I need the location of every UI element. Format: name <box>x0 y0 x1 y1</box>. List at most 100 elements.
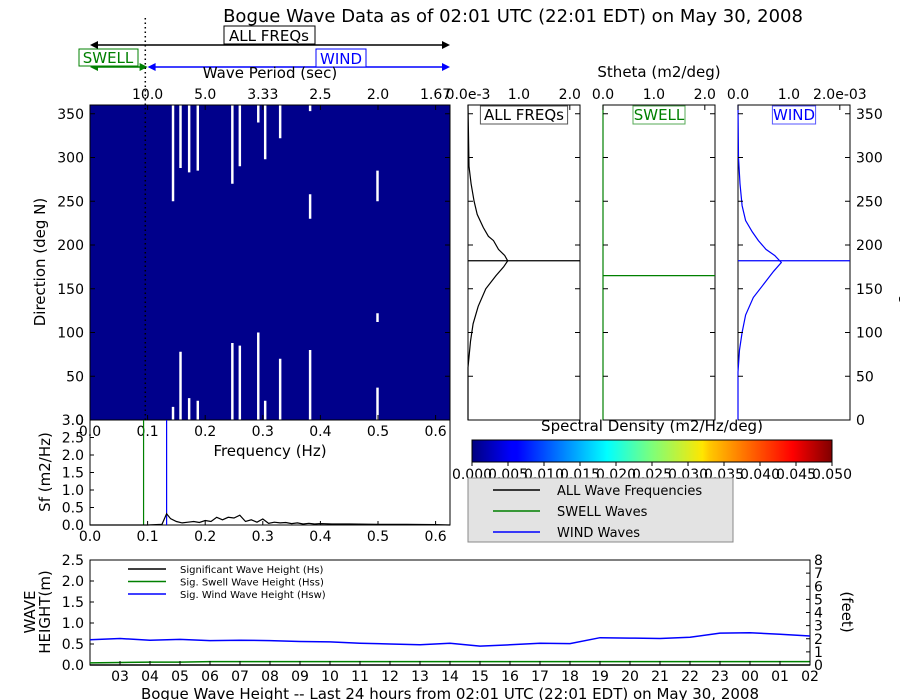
hour-tick-label: 02 <box>801 669 819 685</box>
wind-label-box <box>315 48 367 68</box>
directional-spectrum-panel: 0 50 100 150 200 250 300 350 10.0 5.0 3.33 2.5 2.0 1.… <box>31 18 451 460</box>
heatmap-nodata-bin <box>376 387 379 420</box>
heatmap-nodata-bin <box>171 406 175 420</box>
period-tick-label: 10.0 <box>132 87 163 103</box>
stheta_all-x-tick-label: 0.0e-3 <box>446 87 491 103</box>
feet-axis-label: (feet) <box>838 591 856 632</box>
legend-label: SWELL Waves <box>557 505 648 520</box>
right-direction-tick-label: 100 <box>856 326 883 342</box>
wind-arrow-head-left <box>147 63 156 71</box>
hour-tick-label: 23 <box>711 669 729 685</box>
height-legend-label: Sig. Swell Wave Height (Hss) <box>180 578 324 589</box>
height-legend-label: Significant Wave Height (Hs) <box>180 565 323 576</box>
spectrum-x-tick-label: 0.2 <box>194 529 216 545</box>
feet-tick-label: 1 <box>814 645 823 661</box>
heatmap-x-tick-label: 0.6 <box>424 424 446 440</box>
stheta_all-curve <box>467 104 509 420</box>
period-tick-label: 1.67 <box>420 87 451 103</box>
stheta_wind-curve <box>737 104 783 420</box>
hour-tick-label: 00 <box>741 669 759 685</box>
feet-tick-label: 7 <box>814 566 823 582</box>
heatmap-nodata-bin <box>263 400 267 420</box>
hour-tick-label: 14 <box>441 669 459 685</box>
spectrum-y-tick-label: 3.0 <box>62 413 84 429</box>
frequency-band-arrows: ALL FREQs WIND SWELL <box>78 25 450 71</box>
colorbar-tick-label: 0.050 <box>812 467 852 483</box>
hour-tick-label: 11 <box>351 669 369 685</box>
height-y-tick-label: 0.5 <box>62 637 84 653</box>
heatmap-nodata-bin <box>238 345 242 420</box>
stheta_wind-x-tick-label: 1.0 <box>778 87 800 103</box>
heatmap-nodata-bin <box>179 105 182 168</box>
stheta_wind-frame <box>737 104 851 421</box>
frequency-spectrum-panel: 0.00.51.01.52.02.53.00.0 0.1 0.2 0.3 0.4 0.5 0… <box>36 413 451 545</box>
hour-tick-label: 06 <box>201 669 219 685</box>
spectrum-y-axis-label: Sf (m2/Hz) <box>36 432 54 512</box>
stheta_swell-x-tick-label: 2.0 <box>694 87 716 103</box>
hour-tick-label: 18 <box>561 669 579 685</box>
heatmap-nodata-bin <box>187 105 191 173</box>
spectrum-x-tick-label: 0.1 <box>136 529 158 545</box>
heatmap-nodata-bin <box>187 398 191 420</box>
feet-tick-label: 0 <box>814 658 823 674</box>
hour-tick-label: 05 <box>171 669 189 685</box>
period-tick-label: 5.0 <box>194 87 216 103</box>
heatmap-nodata-bin <box>263 105 267 160</box>
stheta_all-label: ALL FREQs <box>484 106 564 124</box>
feet-tick-label: 4 <box>814 606 823 622</box>
all-freq-label-box <box>223 25 316 45</box>
spectrum-y-tick-label: 2.5 <box>62 431 84 447</box>
right-direction-tick-label: 300 <box>856 151 883 167</box>
hour-tick-label: 22 <box>681 669 699 685</box>
heatmap-y-tick-label: 50 <box>66 369 84 385</box>
spectrum-x-tick-label: 0.5 <box>367 529 389 545</box>
stheta_swell-label-box <box>632 105 686 125</box>
stheta_swell-x-tick-label: 1.0 <box>643 87 665 103</box>
right-direction-axis-label: Direction (deg N) <box>898 198 900 327</box>
frequency-axis-label: Frequency (Hz) <box>213 442 326 460</box>
hour-tick-label: 17 <box>531 669 549 685</box>
stheta_wind-x-tick-label: 2.0e-03 <box>813 87 867 103</box>
hour-tick-label: 21 <box>651 669 669 685</box>
right-direction-tick-label: 150 <box>856 282 883 298</box>
feet-tick-label: 5 <box>814 592 823 608</box>
heatmap-nodata-bin <box>238 105 242 167</box>
hour-tick-label: 13 <box>411 669 429 685</box>
all-freq-label: ALL FREQs <box>229 27 309 45</box>
heatmap-nodata-bin <box>278 358 282 420</box>
spectrum-y-tick-label: 1.0 <box>62 483 84 499</box>
spectrum-y-tick-label: 0.5 <box>62 501 84 517</box>
heatmap-x-tick-label: 0.2 <box>194 424 216 440</box>
heatmap-nodata-bin <box>308 194 312 219</box>
heatmap-nodata-bin <box>257 105 260 123</box>
stheta-panels: 0.0e-3 1.0 2.0 ALL FREQs Stheta (m2/deg) 0.0 1… <box>446 63 900 429</box>
heatmap-nodata-bin <box>171 105 175 202</box>
hour-tick-label: 03 <box>111 669 129 685</box>
heatmap-nodata-bin <box>257 332 260 420</box>
heatmap-field <box>90 105 450 420</box>
height-frame <box>89 559 811 666</box>
height-y-axis-label-line1: WAVE <box>21 590 39 633</box>
hour-tick-label: 10 <box>321 669 339 685</box>
hour-tick-label: 12 <box>381 669 399 685</box>
height-legend-label: Sig. Wind Wave Height (Hsw) <box>180 590 326 601</box>
right-direction-tick-label: 50 <box>856 369 874 385</box>
heatmap-x-tick-label: 0.1 <box>136 424 158 440</box>
hour-tick-label: 08 <box>261 669 279 685</box>
heatmap-x-tick-label: 0.4 <box>309 424 331 440</box>
right-direction-tick-label: 250 <box>856 194 883 210</box>
stheta_wind-label-box <box>771 105 817 125</box>
direction-axis-label: Direction (deg N) <box>31 198 49 327</box>
period-tick-label: 3.33 <box>247 87 278 103</box>
stheta_wind-x-tick-label: 0.0 <box>727 87 749 103</box>
feet-tick-label: 8 <box>814 553 823 569</box>
height-x-axis-label: Bogue Wave Height -- Last 24 hours from … <box>141 685 759 700</box>
height-y-tick-label: 2.0 <box>62 574 84 590</box>
stheta-axis-label: Stheta (m2/deg) <box>597 63 720 81</box>
swell-label-box <box>78 48 139 67</box>
hour-tick-label: 01 <box>771 669 789 685</box>
period-axis-label: Wave Period (sec) <box>203 64 337 82</box>
stheta_all-label-box <box>479 105 569 125</box>
heatmap-y-tick-label: 350 <box>57 107 84 123</box>
